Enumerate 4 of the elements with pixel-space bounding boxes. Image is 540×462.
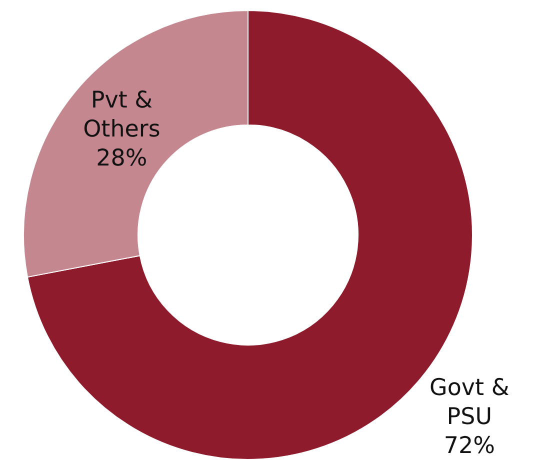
data-label: 28% — [96, 146, 148, 172]
slice-label: Pvt & Others — [83, 88, 160, 143]
data-label: 72% — [444, 433, 495, 460]
slice-label: Govt & PSU — [430, 375, 510, 430]
